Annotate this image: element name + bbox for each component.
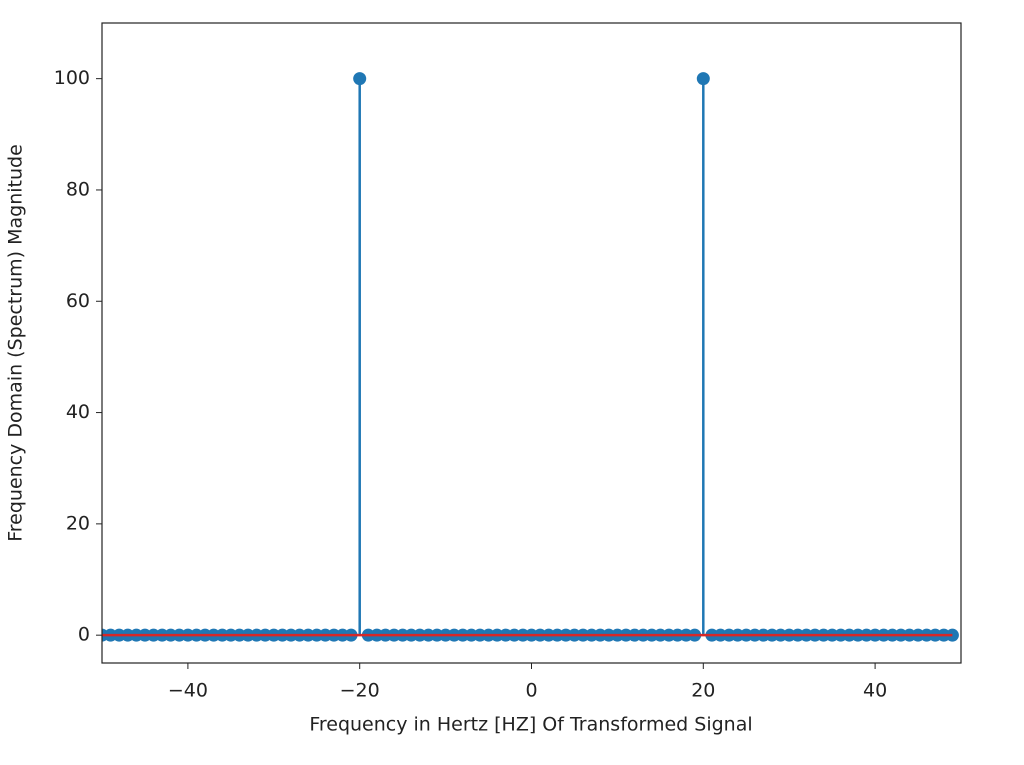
stem-marker [353, 72, 367, 86]
y-tick-label: 40 [66, 401, 90, 423]
axes-frame [101, 22, 962, 664]
y-tick-label: 80 [66, 178, 90, 200]
x-tick-label: 20 [691, 680, 715, 702]
x-tick-label: −20 [340, 680, 380, 702]
y-tick-label: 20 [66, 512, 90, 534]
y-tick-label: 0 [78, 624, 90, 646]
y-tick-label: 100 [54, 67, 90, 89]
x-tick-label: 0 [525, 680, 537, 702]
x-axis-label: Frequency in Hertz [HZ] Of Transformed S… [309, 714, 752, 736]
stem-marker [696, 72, 710, 86]
y-axis-label: Frequency Domain (Spectrum) Magnitude [5, 144, 27, 542]
y-tick-label: 60 [66, 290, 90, 312]
x-tick-label: −40 [168, 680, 208, 702]
x-tick-label: 40 [863, 680, 887, 702]
plot-area [102, 72, 959, 642]
